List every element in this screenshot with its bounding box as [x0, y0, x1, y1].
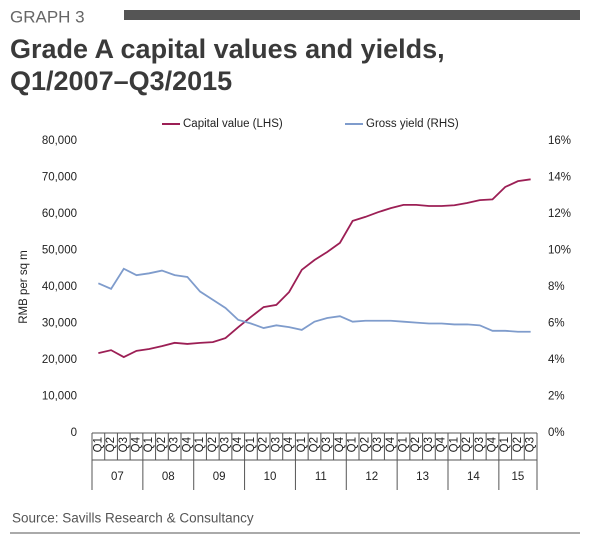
x-tick-label: Q2: [461, 437, 473, 452]
x-tick-label: Q4: [385, 436, 397, 452]
x-tick-label: Q4: [334, 436, 346, 452]
y-tick-label: 40,000: [42, 281, 77, 293]
x-tick-label: Q1: [347, 437, 359, 452]
x-tick-label: Q4: [181, 436, 193, 452]
x-group-label: 07: [111, 471, 124, 483]
y2-tick-label: 6%: [548, 318, 565, 330]
x-tick-label: Q3: [423, 437, 435, 452]
y-tick-label: 80,000: [42, 135, 77, 147]
x-group-label: 15: [512, 471, 525, 483]
x-tick-label: Q2: [156, 437, 168, 452]
x-tick-label: Q4: [436, 436, 448, 452]
x-tick-label: Q2: [410, 437, 422, 452]
y2-tick-label: 8%: [548, 281, 565, 293]
x-group-label: 08: [162, 471, 175, 483]
y2-tick-label: 4%: [548, 354, 565, 366]
y2-tick-label: 16%: [548, 135, 571, 147]
y2-tick-label: 2%: [548, 391, 565, 403]
y2-tick-label: 12%: [548, 208, 571, 220]
y-tick-label: 70,000: [42, 172, 77, 184]
x-group-label: 14: [467, 471, 480, 483]
legend-label: Gross yield (RHS): [366, 118, 459, 130]
x-tick-label: Q2: [207, 437, 219, 452]
x-tick-label: Q3: [169, 437, 181, 452]
legend-label: Capital value (LHS): [183, 118, 283, 130]
x-tick-label: Q3: [372, 437, 384, 452]
x-tick-label: Q4: [283, 436, 295, 452]
x-group-label: 13: [416, 471, 429, 483]
x-tick-label: Q1: [143, 437, 155, 452]
x-tick-label: Q3: [270, 437, 282, 452]
x-tick-label: Q2: [309, 437, 321, 452]
x-tick-label: Q3: [321, 437, 333, 452]
x-tick-label: Q3: [525, 437, 537, 452]
y-tick-label: 60,000: [42, 208, 77, 220]
x-tick-label: Q2: [512, 437, 524, 452]
y-axis-label: RMB per sq m: [18, 250, 30, 324]
y2-tick-label: 0%: [548, 427, 565, 439]
series-line: [98, 178, 531, 359]
y2-tick-label: 10%: [548, 245, 571, 257]
x-group-label: 09: [213, 471, 226, 483]
header-bar: [124, 10, 580, 20]
x-tick-label: Q1: [245, 437, 257, 452]
y-tick-label: 20,000: [42, 354, 77, 366]
x-tick-label: Q2: [258, 437, 270, 452]
x-tick-label: Q1: [398, 437, 410, 452]
chart-title: Q1/2007–Q3/2015: [10, 66, 232, 96]
x-group-label: 10: [264, 471, 277, 483]
x-tick-label: Q4: [232, 436, 244, 452]
y2-tick-label: 14%: [548, 172, 571, 184]
x-group-label: 12: [365, 471, 378, 483]
y-tick-label: 10,000: [42, 391, 77, 403]
y-tick-label: 0: [71, 427, 77, 439]
x-tick-label: Q4: [487, 436, 499, 452]
x-tick-label: Q4: [131, 436, 143, 452]
x-tick-label: Q1: [448, 437, 460, 452]
graph-label: GRAPH 3: [10, 7, 85, 26]
x-tick-label: Q3: [118, 437, 130, 452]
y-tick-label: 50,000: [42, 245, 77, 257]
x-tick-label: Q2: [359, 437, 371, 452]
x-tick-label: Q2: [105, 437, 117, 452]
y-tick-label: 30,000: [42, 318, 77, 330]
x-tick-label: Q3: [474, 437, 486, 452]
x-tick-label: Q1: [92, 437, 104, 452]
x-tick-label: Q1: [499, 437, 511, 452]
chart-title: Grade A capital values and yields,: [10, 34, 445, 64]
source: Source: Savills Research & Consultancy: [12, 511, 254, 526]
x-tick-label: Q1: [296, 437, 308, 452]
x-tick-label: Q1: [194, 437, 206, 452]
x-tick-label: Q3: [220, 437, 232, 452]
series-line: [98, 267, 531, 333]
x-group-label: 11: [315, 471, 327, 483]
